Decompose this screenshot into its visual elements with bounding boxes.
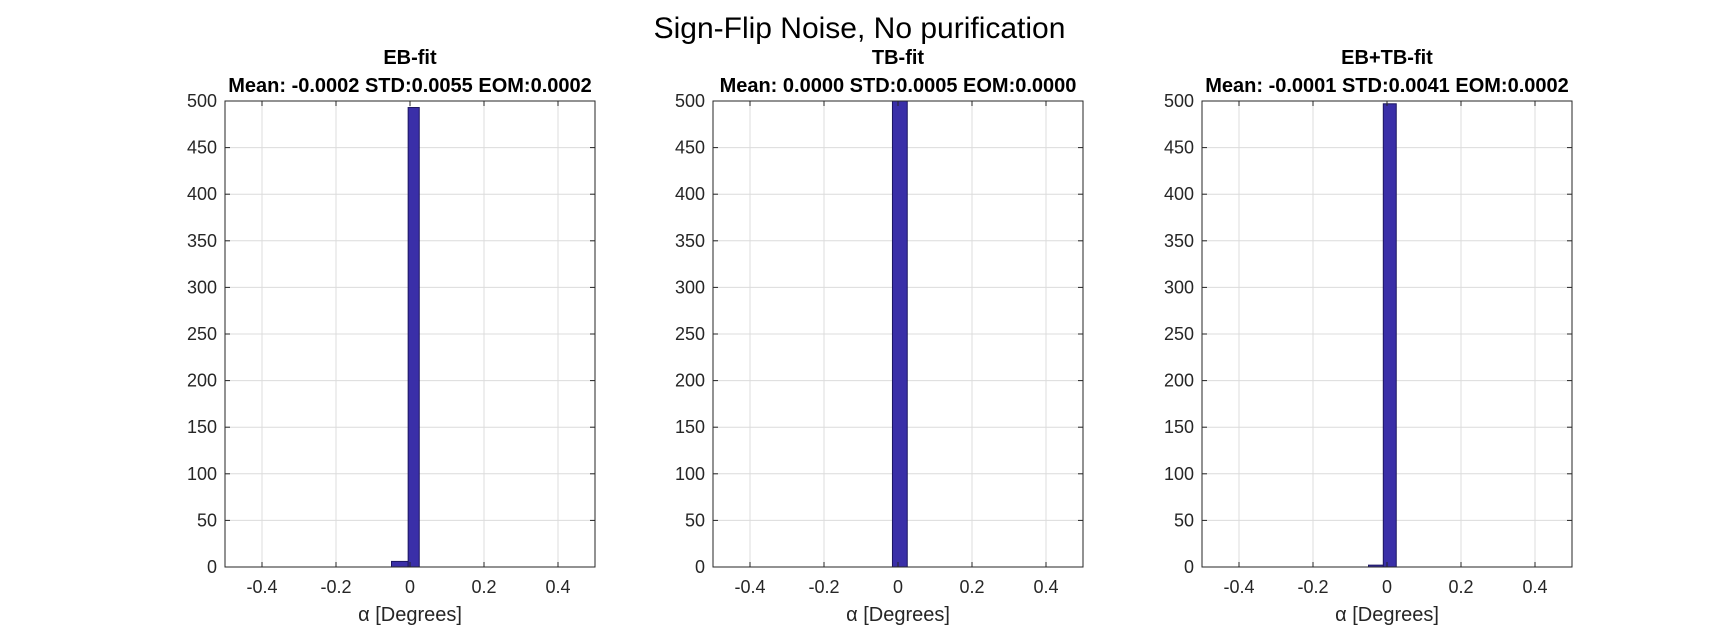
x-tick-label: 0.2 (471, 577, 496, 597)
x-tick-label: -0.2 (808, 577, 839, 597)
y-tick-label: 300 (1164, 277, 1194, 297)
y-tick-label: 300 (187, 277, 217, 297)
y-tick-label: 50 (685, 510, 705, 530)
y-tick-label: 450 (675, 138, 705, 158)
y-tick-label: 350 (187, 231, 217, 251)
histogram-panel-1: -0.4 -0.2 0 0.2 0.4 0 50 100 150 200 250 300 350 400 4… (187, 47, 596, 625)
x-tick-label: 0.2 (959, 577, 984, 597)
x-axis-label: α [Degrees] (846, 604, 950, 625)
y-tick-label: 400 (1164, 184, 1194, 204)
x-tick-label: 0.4 (1033, 577, 1058, 597)
y-tick-label: 150 (675, 417, 705, 437)
figure-title: Sign-Flip Noise, No purification (653, 12, 1066, 45)
panel-title: EB+TB-fit (1341, 47, 1433, 69)
y-tick-label: 0 (695, 557, 705, 577)
y-tick-label: 450 (1164, 138, 1194, 158)
histogram-panel-3: -0.4 -0.2 0 0.2 0.4 0 50 100 150 200 250 300 350 400 4… (1164, 47, 1573, 625)
y-tick-label: 250 (675, 324, 705, 344)
histogram-bar (407, 107, 420, 568)
x-tick-label: 0.4 (1522, 577, 1547, 597)
panel-title: EB-fit (383, 47, 437, 69)
panel-subtitle: Mean: -0.0002 STD:0.0055 EOM:0.0002 (228, 75, 592, 97)
histogram-panel-2: -0.4 -0.2 0 0.2 0.4 0 50 100 150 200 250 300 350 400 4… (675, 47, 1084, 625)
x-tick-label: -0.2 (320, 577, 351, 597)
y-tick-label: 200 (675, 371, 705, 391)
x-tick-label: 0.2 (1448, 577, 1473, 597)
y-tick-label: 500 (675, 91, 705, 111)
y-tick-label: 50 (1174, 510, 1194, 530)
y-tick-label: 100 (187, 464, 217, 484)
y-tick-label: 150 (1164, 417, 1194, 437)
y-tick-label: 250 (1164, 324, 1194, 344)
y-tick-label: 400 (675, 184, 705, 204)
x-axis-label: α [Degrees] (358, 604, 462, 625)
y-tick-label: 300 (675, 277, 705, 297)
y-tick-label: 250 (187, 324, 217, 344)
y-tick-label: 400 (187, 184, 217, 204)
y-tick-label: 500 (1164, 91, 1194, 111)
histogram-bar (1382, 103, 1397, 568)
y-tick-label: 0 (207, 557, 217, 577)
x-tick-label: 0 (893, 577, 903, 597)
x-tick-label: -0.4 (734, 577, 765, 597)
y-tick-label: 450 (187, 138, 217, 158)
x-tick-label: 0.4 (545, 577, 570, 597)
x-tick-label: 0 (1382, 577, 1392, 597)
panel-title: TB-fit (872, 47, 925, 69)
panel-subtitle: Mean: 0.0000 STD:0.0005 EOM:0.0000 (720, 75, 1077, 97)
x-tick-label: 0 (405, 577, 415, 597)
y-tick-label: 0 (1184, 557, 1194, 577)
x-axis-label: α [Degrees] (1335, 604, 1439, 625)
x-tick-label: -0.4 (246, 577, 277, 597)
x-tick-label: -0.2 (1297, 577, 1328, 597)
histogram-bar (891, 100, 908, 568)
x-tick-label: -0.4 (1223, 577, 1254, 597)
y-tick-label: 100 (1164, 464, 1194, 484)
y-tick-label: 200 (187, 371, 217, 391)
y-tick-label: 350 (1164, 231, 1194, 251)
y-tick-label: 150 (187, 417, 217, 437)
y-tick-label: 200 (1164, 371, 1194, 391)
y-tick-label: 350 (675, 231, 705, 251)
y-tick-label: 100 (675, 464, 705, 484)
y-tick-label: 50 (197, 510, 217, 530)
histogram-bar (391, 560, 409, 568)
panel-subtitle: Mean: -0.0001 STD:0.0041 EOM:0.0002 (1205, 75, 1569, 97)
y-tick-label: 500 (187, 91, 217, 111)
